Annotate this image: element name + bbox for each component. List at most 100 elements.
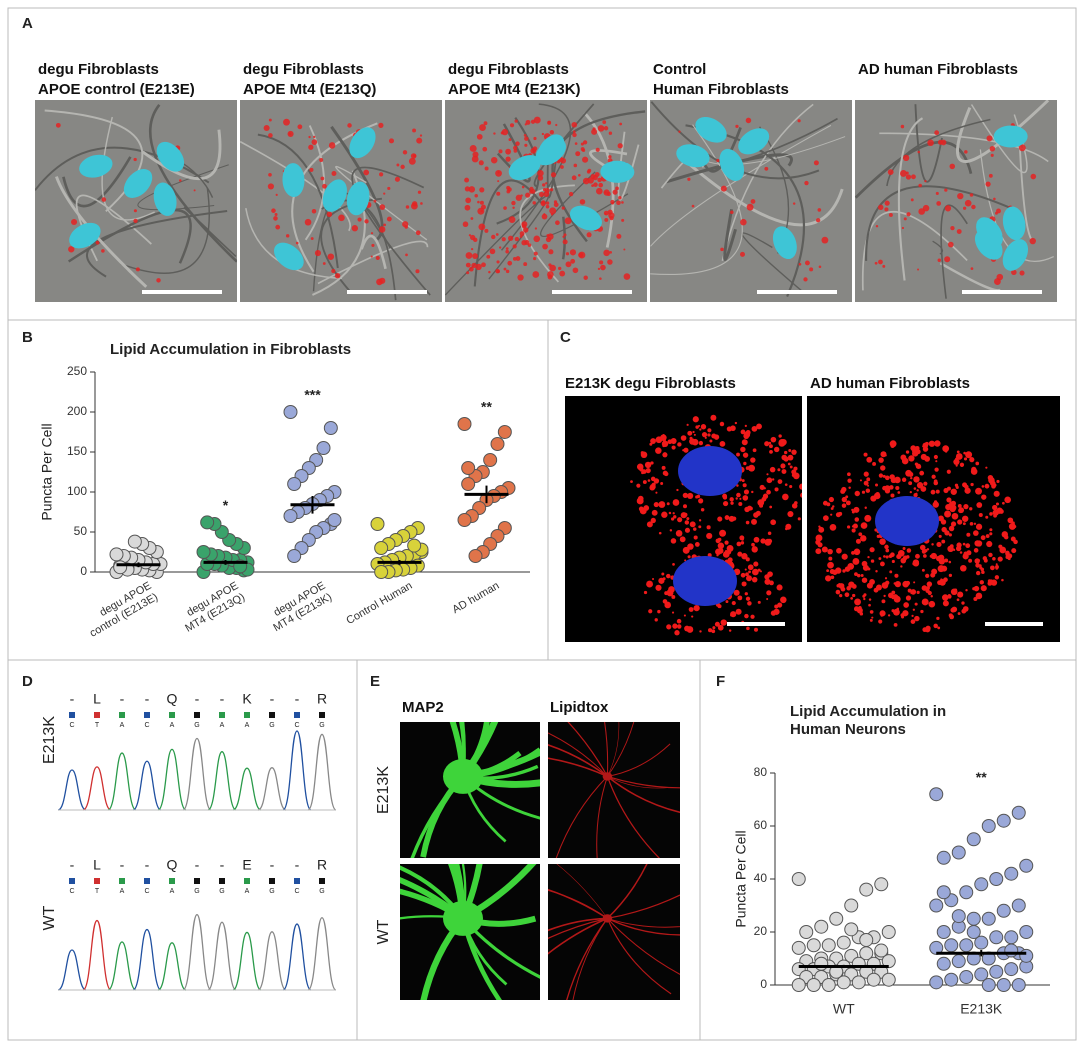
lipid-droplet xyxy=(565,252,570,256)
lipid-droplet xyxy=(523,227,529,233)
data-point xyxy=(113,560,128,575)
base-letter: T xyxy=(95,722,100,729)
lipid-droplet xyxy=(741,479,745,483)
trace-peak xyxy=(157,748,187,811)
lipid-droplet xyxy=(700,508,705,512)
lipid-droplet xyxy=(961,515,969,522)
base-swatch xyxy=(194,878,200,884)
lipid-droplet xyxy=(71,218,78,226)
lipid-droplet xyxy=(932,501,939,508)
lipid-droplet xyxy=(792,202,796,205)
lipid-droplet xyxy=(508,138,512,142)
lipid-droplet xyxy=(657,609,661,614)
lipid-droplet xyxy=(863,593,867,597)
trace-peak xyxy=(282,923,312,991)
lipid-droplet xyxy=(742,452,749,458)
base-swatch xyxy=(219,878,225,884)
lipid-droplet xyxy=(480,209,484,213)
lipid-droplet xyxy=(975,563,980,568)
lipid-droplet xyxy=(376,278,383,286)
lipid-droplet xyxy=(830,513,833,516)
lipid-droplet xyxy=(541,200,546,205)
lipid-droplet xyxy=(396,163,400,167)
x-tick-label: degu APOEMT4 (E213Q) xyxy=(177,580,247,635)
lipid-droplet xyxy=(943,488,949,494)
data-point xyxy=(951,909,966,924)
lipid-droplet xyxy=(621,218,625,222)
data-point xyxy=(981,819,996,833)
lipid-droplet xyxy=(829,569,835,575)
base-letter: G xyxy=(194,722,199,729)
lipid-droplet xyxy=(646,580,654,588)
amino-acid: - xyxy=(120,857,125,873)
data-point xyxy=(1019,948,1034,963)
lipid-droplet xyxy=(722,500,729,507)
lipid-droplet xyxy=(853,606,860,612)
lipid-droplet xyxy=(378,122,384,128)
lipid-droplet xyxy=(997,556,1003,562)
lipid-droplet xyxy=(887,169,894,176)
lipid-droplet xyxy=(878,259,883,265)
lipid-droplet xyxy=(373,199,377,203)
data-point xyxy=(936,885,951,900)
lipid-droplet xyxy=(987,581,993,586)
lipid-droplet xyxy=(787,454,794,461)
soma xyxy=(443,758,483,794)
lipid-droplet xyxy=(958,507,964,514)
lipid-droplet xyxy=(549,130,555,135)
lipid-droplet xyxy=(948,573,953,578)
lipid-droplet xyxy=(957,591,964,598)
lipid-droplet xyxy=(370,232,374,235)
neurite xyxy=(460,917,503,1000)
lipid-droplet xyxy=(946,497,952,503)
data-point xyxy=(468,549,483,563)
lipid-droplet xyxy=(592,127,596,131)
amino-acid: L xyxy=(93,857,101,873)
lipid-droplet xyxy=(662,444,666,448)
lipid-droplet xyxy=(578,174,581,177)
lipid-droplet xyxy=(651,577,655,581)
lipid-droplet xyxy=(677,517,683,523)
lipid-droplet xyxy=(760,538,766,544)
lipid-droplet xyxy=(562,235,565,238)
lipid-droplet xyxy=(642,480,647,485)
lipid-droplet xyxy=(720,247,724,252)
cell-edge xyxy=(940,204,968,299)
lipid-droplet xyxy=(740,251,746,257)
lipid-droplet xyxy=(949,614,955,620)
lipid-droplet xyxy=(715,538,721,544)
lipid-droplet xyxy=(981,494,987,500)
lipid-droplet xyxy=(804,260,810,266)
cell-edge xyxy=(519,184,575,283)
lipid-droplet xyxy=(903,602,909,608)
lipid-droplet xyxy=(579,199,586,205)
lipid-droplet xyxy=(672,623,678,629)
data-point xyxy=(974,935,989,950)
data-point xyxy=(944,938,959,953)
lipid-droplet xyxy=(748,570,751,574)
lipid-droplet xyxy=(412,128,417,133)
lipid-droplet xyxy=(965,589,968,592)
cell-edge xyxy=(702,127,742,173)
lipid-droplet xyxy=(1011,521,1015,525)
lipid-droplet xyxy=(394,176,400,182)
lipid-droplet xyxy=(661,572,665,576)
lipid-droplet xyxy=(864,506,867,509)
data-point xyxy=(457,513,472,527)
lipid-droplet xyxy=(802,463,804,465)
lipid-droplet xyxy=(483,121,488,126)
data-point xyxy=(791,872,806,886)
y-tick-label: 80 xyxy=(754,765,768,779)
lipid-droplet xyxy=(1001,578,1004,582)
neurite xyxy=(607,918,680,975)
lipid-droplet xyxy=(864,514,872,522)
lipid-droplet xyxy=(505,148,512,155)
lipid-droplet xyxy=(660,482,664,485)
lipid-droplet xyxy=(992,557,996,561)
base-letter: C xyxy=(294,722,299,729)
lipid-droplet xyxy=(832,505,835,508)
lipid-droplet xyxy=(764,441,770,447)
lipid-droplet xyxy=(887,614,891,617)
lipid-droplet xyxy=(546,234,550,237)
lipid-droplet xyxy=(636,483,641,488)
